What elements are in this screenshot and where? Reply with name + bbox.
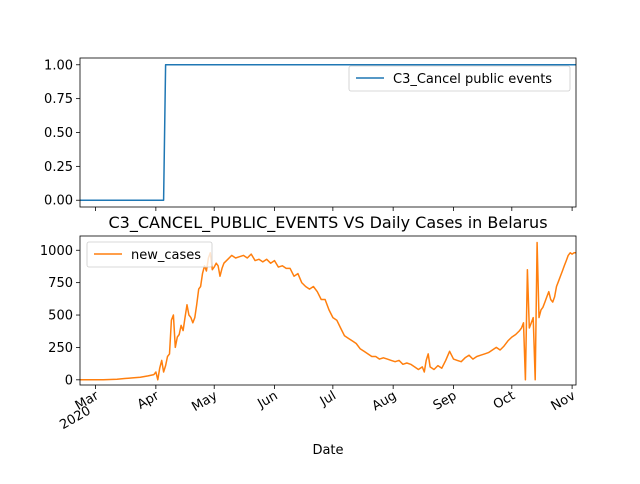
series-line-c3-cancel-public-events [80,64,576,201]
chart-title: C3_CANCEL_PUBLIC_EVENTS VS Daily Cases i… [108,213,547,233]
top-y-tick-label: 0.50 [44,126,73,141]
x-axis-label: Date [312,443,343,458]
bottom-legend-label: new_cases [131,248,201,263]
series-line-new-cases [80,241,576,381]
top-y-tick-label: 1.00 [44,58,73,73]
top-y-tick-label: 0.25 [44,160,73,175]
top-y-ticks: 0.00 0.25 0.50 0.75 1.00 [44,58,80,209]
top-x-ticks [95,207,573,211]
top-series-group [80,64,576,201]
bottom-y-tick-label: 250 [48,341,73,356]
bottom-y-ticks: 0 250 500 750 1000 [40,244,80,388]
top-legend-box [348,65,571,92]
bottom-y-tick-label: 500 [48,309,73,324]
bottom-axes-frame [79,235,577,386]
top-y-tick-label: 0.75 [44,92,73,107]
bottom-legend: new_cases [86,241,213,268]
bottom-legend-box [86,241,213,268]
top-legend: C3_Cancel public events [348,65,571,92]
top-y-tick-label: 0.00 [44,194,73,209]
top-subplot: 0.00 0.25 0.50 0.75 1.00 C3_Cancel public ev… [44,57,577,211]
bottom-y-tick-label: 0 [65,373,73,388]
bottom-y-tick-label: 750 [48,276,73,291]
x-tick-label: Jul [317,388,339,409]
bottom-series-group [80,241,576,381]
top-legend-label: C3_Cancel public events [393,72,552,87]
bottom-y-tick-label: 1000 [40,244,73,259]
